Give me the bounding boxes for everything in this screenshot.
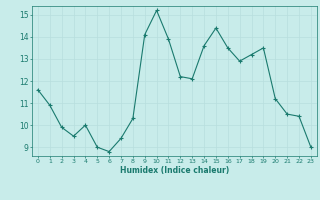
- X-axis label: Humidex (Indice chaleur): Humidex (Indice chaleur): [120, 166, 229, 175]
